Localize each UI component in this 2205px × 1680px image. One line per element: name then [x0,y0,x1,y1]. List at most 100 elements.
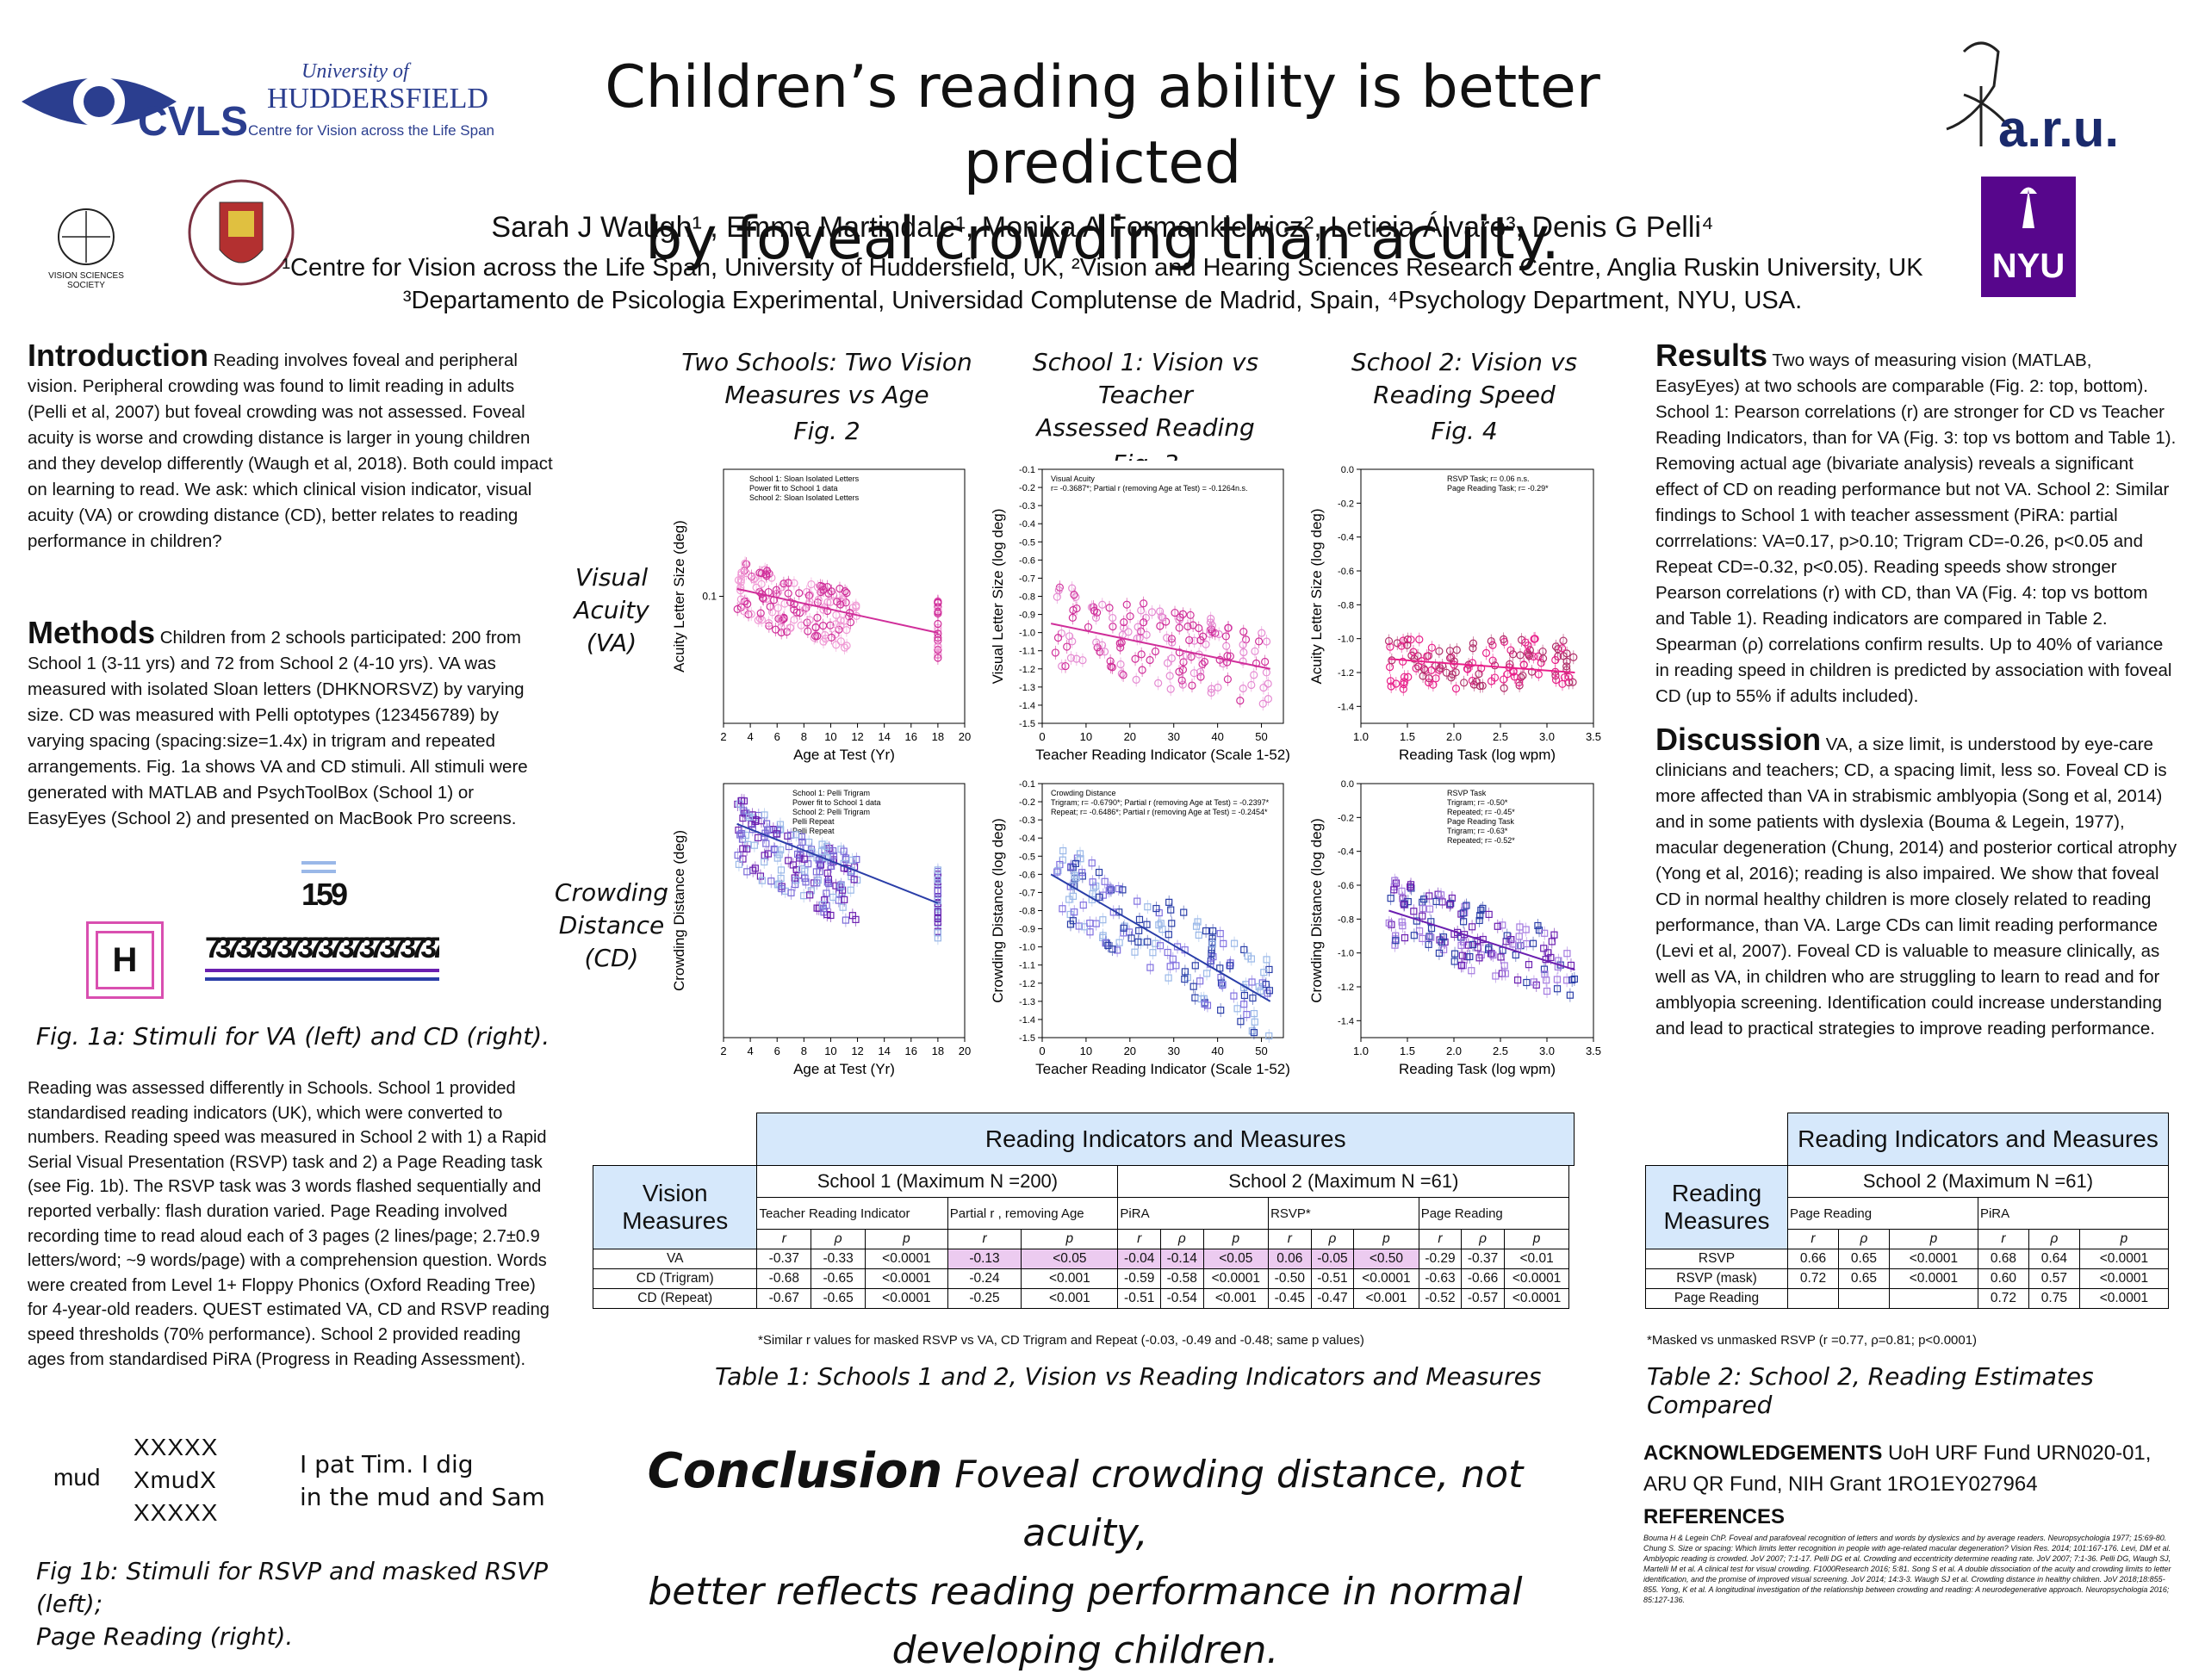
data-point [761,570,770,579]
data-point [1053,592,1061,601]
data-point [751,865,759,872]
data-point [1489,951,1497,959]
table1-cell: -0.66 [1461,1268,1505,1289]
table1-stat-header: r [1268,1229,1312,1249]
data-point [1415,927,1424,935]
table1-cell: -0.04 [1117,1249,1161,1269]
methods-text: Children from 2 schools participated: 20… [28,628,528,828]
table1-cell: 0.06 [1268,1249,1312,1269]
conclusion-heading: Conclusion [647,1443,943,1499]
data-point [1163,659,1172,667]
data-point [1196,667,1205,676]
data-point [1119,671,1127,679]
data-point [1513,976,1522,984]
data-point [1393,639,1401,648]
data-point [817,847,826,855]
x-tick-label: 3.5 [1586,730,1601,743]
data-point [1137,650,1146,659]
data-point [1191,962,1199,970]
data-point [1109,613,1117,623]
x-tick-label: 16 [905,1045,917,1057]
fig2-cd-chart: 2 4 6 8 10 12 14 16 18 20 Age at Test (Yr) Crowding… [672,775,973,1081]
data-point [1227,962,1234,970]
x-tick-label: 10 [1080,1045,1092,1057]
methods-text-2: Reading was assessed differently in Scho… [28,1079,550,1369]
plot-frame [1360,468,1594,724]
data-point [740,807,748,815]
data-point [771,625,780,634]
table1-cell: -0.67 [756,1288,812,1309]
legend-entry: RSVP Task; r= 0.06 n.s. [1447,474,1529,483]
data-point [1407,883,1414,891]
data-point [829,846,837,855]
data-point [1398,887,1406,895]
data-point [745,813,754,821]
data-point [1107,886,1115,894]
data-point [1144,903,1152,911]
data-point [773,854,781,862]
data-point [786,623,795,632]
data-point [1551,672,1560,680]
data-point [1068,637,1077,646]
data-point [1555,957,1562,964]
data-point [1095,868,1103,877]
rsvp-mask: XXXXX XmudX XXXXX [134,1434,219,1526]
data-point [777,623,786,632]
data-point [1391,877,1399,884]
data-point [741,559,749,567]
plot-frame [1041,783,1284,1038]
table2-cell: 0.72 [1787,1268,1839,1289]
data-point [805,616,814,624]
data-point [827,633,835,642]
data-point [1149,949,1157,957]
y-tick-label: -0.7 [1019,888,1035,898]
data-point [1088,859,1096,867]
data-point [1447,900,1455,908]
data-point [848,912,856,920]
table1-subheader: RSVP* [1268,1197,1419,1230]
legend-entry: Page Reading Task [1447,817,1514,826]
data-point [1239,641,1247,649]
x-tick-label: 10 [1080,730,1092,743]
data-point [827,911,835,920]
data-point [743,845,751,852]
table2-row-label: Page Reading [1645,1288,1788,1309]
table2: Reading Indicators and Measures Reading … [1645,1113,2170,1309]
data-point [1099,891,1107,899]
fit-line [736,587,939,634]
table1-cell: <0.001 [1353,1288,1419,1309]
y-tick-label: -1.0 [1338,635,1354,645]
fit-line [1388,658,1575,673]
x-tick-label: 18 [932,730,944,743]
data-point [1108,663,1117,672]
data-point [734,852,742,859]
data-point [1109,945,1116,953]
table-row: VA -0.37 -0.33 <0.0001 -0.13 <0.05 -0.04 -0.14 <… [592,1249,1575,1269]
x-tick-label: 0 [1039,1045,1045,1057]
x-tick-label: 1.0 [1353,730,1369,743]
data-point [1487,950,1495,958]
data-point [934,609,942,618]
y-tick-label: -0.5 [1019,537,1035,548]
x-tick-label: 18 [932,1045,944,1057]
huddersfield-label: HUDDERSFIELD [267,83,488,115]
data-point [1164,948,1171,957]
fig4-va-chart: 1.0 1.5 2.0 2.5 3.0 3.5 Reading Task (log wpm)… [1309,461,1602,766]
data-point [780,599,789,608]
data-point [790,616,798,624]
table1-cell: <0.05 [1021,1249,1119,1269]
data-point [1239,657,1247,666]
y-tick-label: -0.3 [1019,501,1035,511]
data-point [1547,953,1555,962]
data-point [1209,927,1217,935]
table1-cell: -0.47 [1310,1288,1355,1309]
data-point [1106,884,1114,892]
data-point [1196,635,1205,645]
table-row: CD (Repeat) -0.67 -0.65 <0.0001 -0.25 <0.001-… [592,1288,1575,1309]
data-point [1237,1018,1245,1026]
table2-cell: 0.72 [1977,1288,2029,1309]
data-point [1523,939,1531,948]
x-tick-label: 3.0 [1539,1045,1555,1057]
data-point [1515,933,1523,940]
data-point [819,605,828,614]
